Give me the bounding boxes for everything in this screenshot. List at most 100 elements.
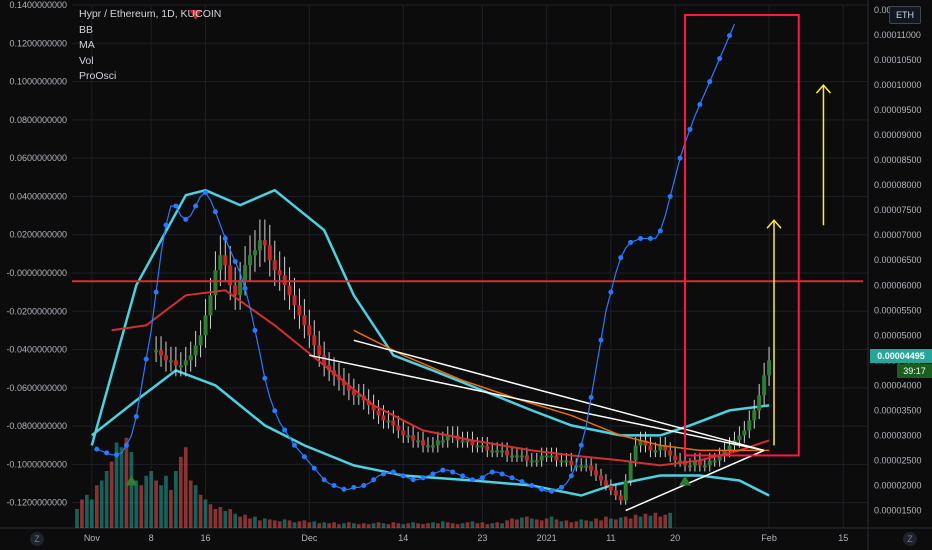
volume-bar [307,522,312,528]
candle-body [643,440,648,446]
indicator-bb[interactable]: BB [79,23,94,36]
candle-body [524,455,529,461]
volume-bar [233,513,238,528]
left-axis-tick-label: 0.0400000000 [9,191,67,201]
volume-bar [618,517,623,528]
candle-body [445,435,450,441]
candle-body [218,255,223,271]
candle-body [421,440,426,446]
oscillator-series [94,23,736,494]
volume-bar [174,471,178,528]
candle-body [159,350,164,356]
candle-body [544,455,549,458]
volume-bar [505,520,509,528]
candle-body [628,460,633,481]
candle-body [183,360,188,366]
candle-body [154,350,159,353]
indicator-vol[interactable]: Vol [79,54,94,67]
x-axis-tick-label: Dec [301,533,318,543]
current-price-tag: 0.00004495 [870,349,932,363]
x-axis-tick-label: 15 [838,533,848,543]
volume-bar [223,510,228,528]
candle-body [668,450,673,456]
volume-bar [401,524,406,528]
volume-bar [426,523,430,528]
candle-body [322,355,327,366]
volume-bar [584,520,589,528]
volume-bar [198,494,203,528]
volume-bar [549,516,554,528]
volume-bar [450,523,455,528]
candle-body [653,450,658,453]
candle-body [673,455,678,461]
volume-bar [559,521,564,528]
indicator-ma[interactable]: MA [79,39,95,51]
candle-body [440,440,445,443]
candle-body [519,455,524,458]
volume-bar [277,521,282,528]
oscillator-dot [222,236,228,242]
oscillator-dot [499,471,505,477]
candle-body [618,495,623,501]
volume-bar [75,509,79,528]
volume-bar [515,519,519,528]
oscillator-dot [410,477,416,483]
volume-bar [653,512,658,528]
candle-body [371,405,376,411]
triangle-up-marker [125,475,138,486]
volume-bar [169,490,173,528]
volume-bar [322,522,327,528]
left-axis-tick-label: -0.1200000000 [6,498,67,508]
volume-bar [282,519,287,528]
volume-bar [470,521,475,528]
candle-body [539,455,544,461]
oscillator-dot [292,442,298,448]
candle-body [391,420,396,426]
oscillator-dot [193,203,199,209]
oscillator-dot [390,469,396,475]
right-axis-tick-label: 0.00002000 [874,480,922,490]
right-axis-tick-label: 0.00002500 [874,455,922,465]
volume-bar [525,516,529,528]
triangle-up-marker [679,475,692,486]
oscillator-dot [489,469,495,475]
trendline [309,354,765,452]
indicator-prososci[interactable]: ProOsci [79,70,117,82]
volume-bar [485,524,490,528]
volume-bar [332,522,336,528]
volume-bar [421,524,425,528]
oscillator-dot [697,102,703,108]
candle-body [312,335,317,346]
oscillator-dot [232,259,238,264]
candle-body [559,460,564,463]
volume-bar [663,514,668,528]
candle-body [564,460,569,463]
volume-bar [238,516,242,528]
oscillator-dot [628,239,634,245]
currency-toggle-button[interactable]: ETH [889,6,921,24]
candle-body [228,265,233,286]
candle-body [623,480,628,501]
volume-bar [188,480,193,528]
volume-bar [564,520,569,528]
candle-body [480,445,485,448]
right-axis-tick-label: 0.00003500 [874,405,922,415]
candle-body [178,365,183,368]
volume-bar [594,518,598,528]
oscillator-dot [430,471,436,477]
candle-body [425,445,430,448]
candle-body [406,435,411,438]
left-axis-tick-label: -0.0400000000 [6,345,67,355]
left-axis-tick-label: 0.0800000000 [9,115,67,125]
right-zoom-icon[interactable]: Z [903,532,917,546]
left-zoom-icon[interactable]: Z [30,532,44,546]
oscillator-dot [380,471,386,477]
oscillator-dot [598,337,604,343]
candle-body [188,355,193,361]
volume-bar [89,499,94,528]
candle-body [233,285,238,296]
volume-bar [386,524,391,528]
oscillator-dot [173,203,179,209]
volume-bar [643,513,648,528]
